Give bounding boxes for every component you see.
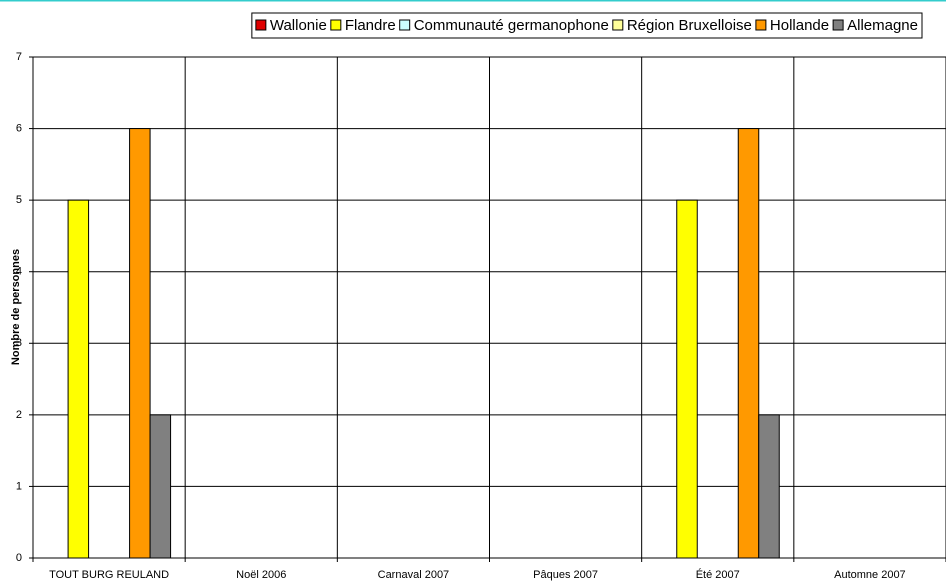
- y-tick-label: 7: [16, 51, 22, 63]
- legend-label: Allemagne: [847, 17, 918, 34]
- legend-swatch: [399, 19, 411, 31]
- x-tick-label: Noël 2006: [236, 569, 286, 581]
- legend-swatch: [832, 19, 844, 31]
- legend-label: Wallonie: [270, 17, 327, 34]
- bar: [129, 128, 151, 559]
- bar: [737, 128, 760, 559]
- legend-swatch: [755, 19, 767, 31]
- x-tick-label: TOUT BURG REULAND: [49, 569, 169, 581]
- legend-label: Région Bruxelloise: [627, 17, 752, 34]
- legend-swatch: [612, 19, 624, 31]
- y-axis-label: Nombre de personnes: [10, 249, 22, 365]
- legend-box: [251, 12, 923, 39]
- legend-label: Hollande: [770, 17, 829, 34]
- legend-label: Flandre: [345, 17, 396, 34]
- y-tick-label: 4: [16, 266, 22, 278]
- x-tick-label: Automne 2007: [834, 569, 906, 581]
- bar: [758, 414, 780, 559]
- bar: [67, 199, 90, 559]
- legend-label: Communauté germanophone: [414, 17, 609, 34]
- x-tick-label: Carnaval 2007: [378, 569, 450, 581]
- y-tick-label: 5: [16, 194, 22, 206]
- y-tick-label: 0: [16, 552, 22, 564]
- legend-swatch: [255, 19, 267, 31]
- y-tick-label: 6: [16, 122, 22, 134]
- y-tick-label: 2: [16, 409, 22, 421]
- y-tick-label: 3: [16, 337, 22, 349]
- bar: [149, 414, 172, 559]
- legend-swatch: [330, 19, 342, 31]
- y-tick-label: 1: [16, 480, 22, 492]
- x-tick-label: Été 2007: [696, 568, 740, 581]
- bar: [676, 199, 698, 559]
- x-tick-label: Pâques 2007: [533, 569, 598, 581]
